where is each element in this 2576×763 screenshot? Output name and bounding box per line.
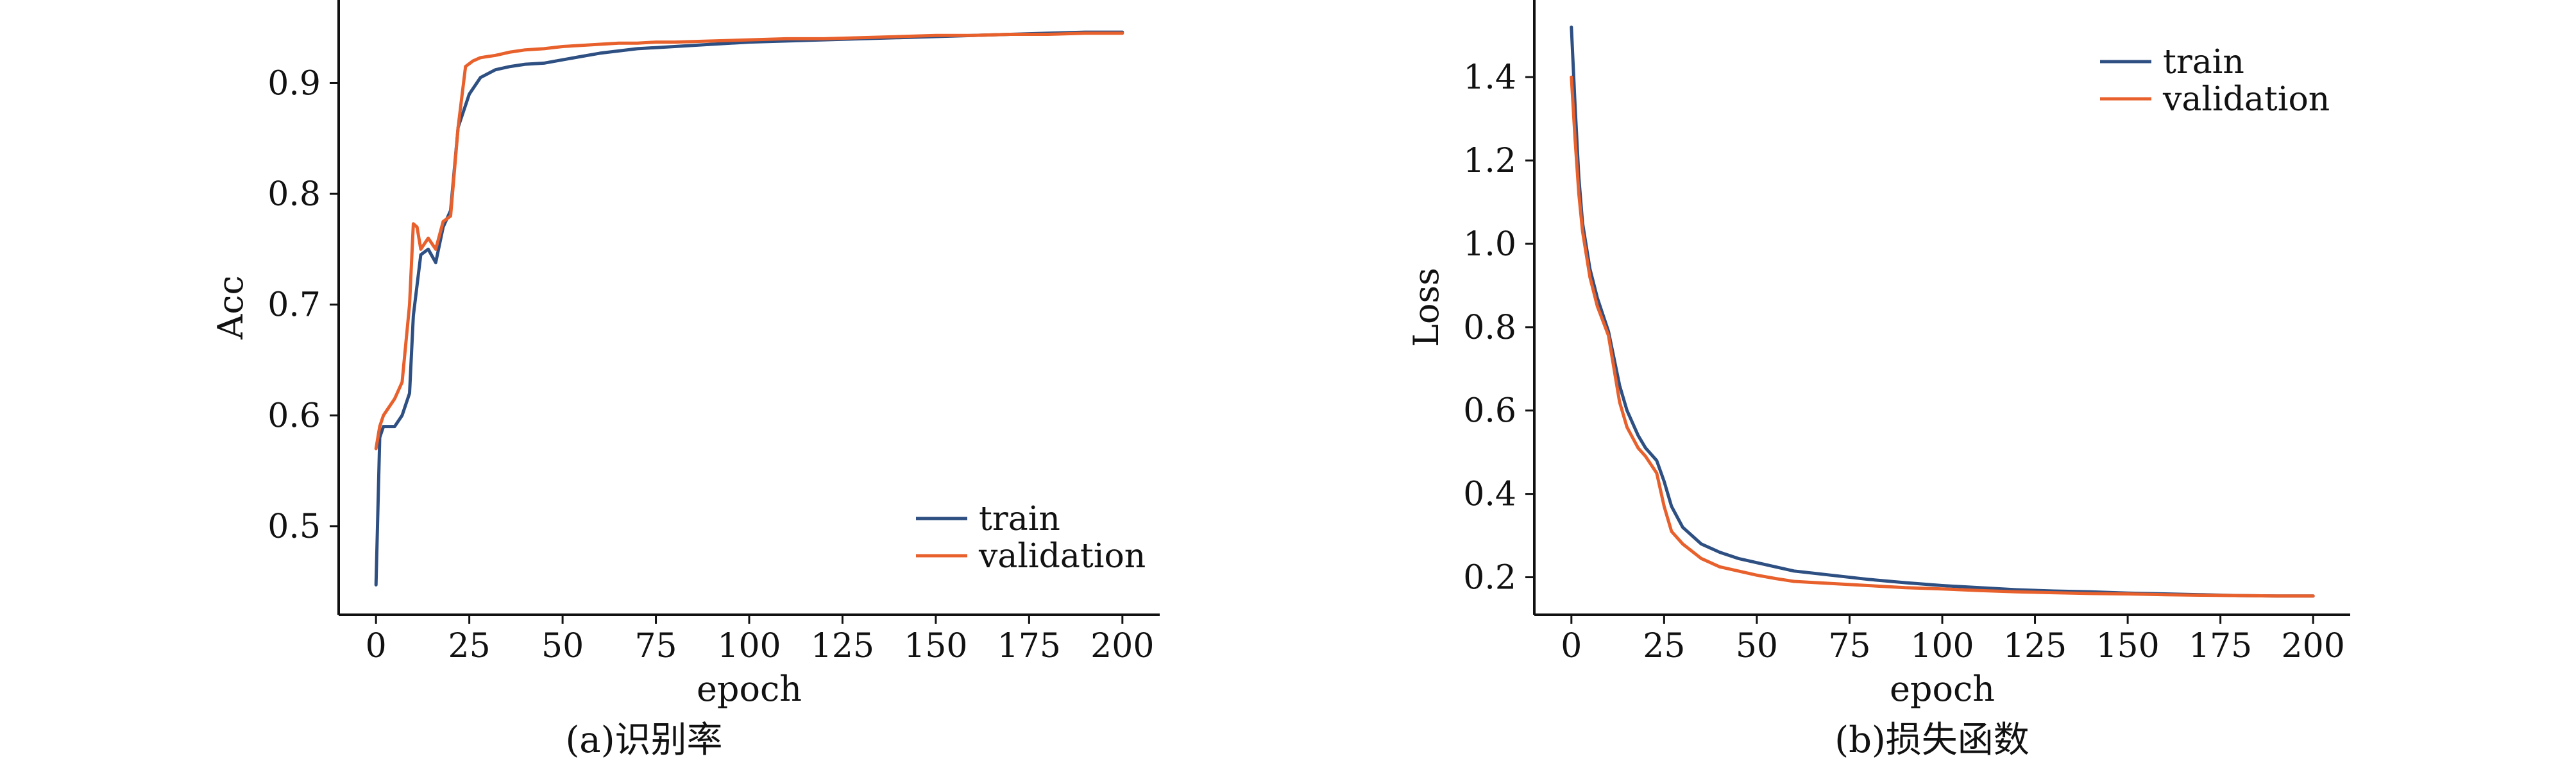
y-tick-label: 0.8: [267, 175, 321, 214]
x-tick-label: 175: [2189, 627, 2252, 665]
caption-loss: (b)损失函数: [1835, 719, 2029, 761]
y-tick-label: 1.2: [1463, 142, 1516, 180]
x-axis-label: epoch: [1890, 669, 1995, 709]
caption-accuracy: (a)识别率: [565, 719, 723, 761]
x-tick-label: 150: [904, 627, 967, 665]
x-tick-label: 125: [811, 627, 874, 665]
panel-accuracy: 0 25 50 75 100 125 150 175 200 0.5 0.6 0.7 0.8 0.9 epo…: [0, 0, 1288, 761]
x-tick-label: 50: [541, 627, 584, 665]
x-tick-label: 25: [448, 627, 491, 665]
y-axis-label: Acc: [210, 275, 251, 339]
x-tick-label: 75: [1828, 627, 1870, 665]
panel-loss: 0 25 50 75 100 125 150 175 200 0.2 0.4 0.6 0.8 1.0 1.2…: [1288, 0, 2576, 761]
loss-chart: 0 25 50 75 100 125 150 175 200 0.2 0.4 0.6 0.8 1.0 1.2…: [1406, 0, 2350, 709]
x-tick-label: 200: [2282, 627, 2345, 665]
y-axis-label: Loss: [1406, 268, 1446, 347]
legend-label-train: train: [2163, 43, 2244, 81]
y-tick-label: 0.5: [267, 508, 321, 546]
x-tick-label: 25: [1643, 627, 1685, 665]
x-tick-label: 75: [634, 627, 677, 665]
x-axis-label: epoch: [697, 669, 802, 709]
y-tick-label: 0.6: [267, 397, 321, 435]
x-tick-label: 175: [997, 627, 1061, 665]
y-tick-label: 1.4: [1463, 58, 1516, 97]
x-tick-label: 0: [366, 627, 387, 665]
accuracy-chart: 0 25 50 75 100 125 150 175 200 0.5 0.6 0.7 0.8 0.9 epo…: [210, 0, 1160, 709]
legend-label-train: train: [979, 500, 1060, 538]
series-line-validation: [1570, 75, 2315, 598]
legend-label-validation: validation: [978, 537, 1146, 576]
x-tick-label: 100: [717, 627, 781, 665]
x-tick-label: 150: [2096, 627, 2159, 665]
y-tick-label: 0.2: [1463, 559, 1516, 597]
y-tick-label: 0.4: [1463, 476, 1516, 514]
y-tick-label: 0.8: [1463, 309, 1516, 347]
x-tick-label: 50: [1736, 627, 1778, 665]
x-tick-label: 100: [1910, 627, 1974, 665]
y-tick-label: 0.6: [1463, 392, 1516, 431]
x-tick-label: 0: [1561, 627, 1582, 665]
legend-label-validation: validation: [2162, 80, 2330, 119]
x-tick-label: 125: [2003, 627, 2067, 665]
x-tick-label: 200: [1090, 627, 1154, 665]
y-tick-label: 0.9: [267, 64, 321, 103]
y-tick-label: 1.0: [1463, 225, 1516, 264]
y-tick-label: 0.7: [267, 286, 321, 325]
series-line-validation: [374, 31, 1124, 450]
